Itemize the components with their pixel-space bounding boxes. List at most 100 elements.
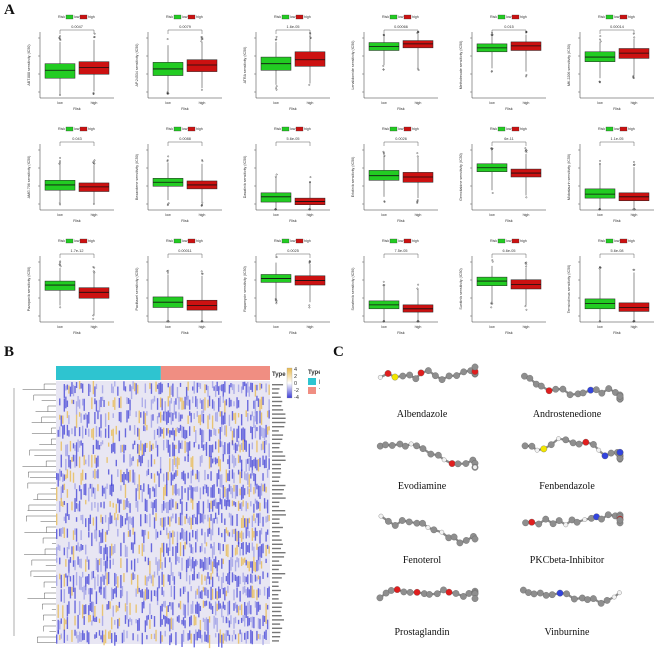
heatmap-cell (258, 502, 259, 509)
legend-title: Risk (274, 239, 281, 243)
heatmap-cell (166, 543, 167, 553)
heatmap-cell (168, 410, 169, 423)
heatmap-cell (151, 634, 152, 639)
heatmap-cell (148, 460, 149, 468)
heatmap-cell (239, 547, 240, 556)
heatmap-cell (220, 543, 221, 554)
heatmap-cell (154, 500, 155, 508)
heatmap-cell (105, 561, 106, 572)
heatmap-cell (126, 397, 127, 404)
heatmap-cell (91, 602, 92, 613)
heatmap-cell (201, 400, 202, 409)
heatmap-cell (175, 470, 176, 477)
heatmap-cell (93, 471, 94, 478)
x-tick-low: low (57, 213, 63, 217)
heatmap-cell (82, 384, 83, 393)
legend-swatch-high (512, 127, 519, 131)
atom (617, 393, 623, 399)
heatmap-cell (120, 485, 121, 490)
heatmap-cell (128, 501, 129, 508)
x-tick-high: high (91, 213, 98, 217)
heatmap-cell (64, 501, 65, 505)
heatmap-cell (154, 474, 155, 483)
legend-swatch-high (188, 239, 195, 243)
heatmap-cell (131, 542, 132, 549)
heatmap-cell (259, 458, 260, 467)
outlier-point (492, 261, 493, 262)
heatmap-cell (145, 499, 146, 511)
heatmap-cell (126, 558, 127, 572)
atom (473, 465, 477, 469)
heatmap-cell (198, 604, 199, 618)
heatmap-cell (230, 400, 231, 407)
heatmap-cell (123, 445, 124, 454)
heatmap-cell (233, 444, 234, 450)
heatmap-cell (226, 591, 227, 597)
heatmap-cell (142, 489, 143, 502)
heatmap-cell (212, 561, 213, 573)
heatmap-cell (80, 413, 81, 423)
heatmap-cell (224, 412, 225, 424)
atom (460, 369, 466, 375)
heatmap-cell (120, 499, 121, 503)
heatmap-cell (108, 572, 109, 584)
molecule-model (522, 512, 623, 528)
heatmap-cell (169, 531, 170, 545)
legend-title: Risk (274, 15, 281, 19)
color-scale-bar (287, 368, 292, 398)
heatmap-cell (61, 442, 62, 451)
heatmap-cell (117, 529, 118, 537)
heatmap-cell (261, 397, 262, 409)
heatmap-cell (226, 576, 227, 581)
heatmap-cell (105, 572, 106, 579)
gene-label-mark (272, 523, 279, 524)
atom (598, 516, 604, 522)
atom (548, 441, 554, 447)
outlier-point (417, 156, 418, 157)
heatmap-cell (194, 381, 195, 393)
box-low (261, 193, 291, 202)
heatmap-cell (268, 587, 269, 597)
heatmap-cell (61, 471, 62, 477)
heatmap-cell (172, 413, 173, 421)
heatmap-cell (268, 385, 269, 395)
heatmap-cell (227, 602, 228, 616)
heatmap-cell (247, 486, 248, 494)
heatmap-cell (180, 415, 181, 422)
heatmap-cell (71, 546, 72, 554)
atom (563, 591, 569, 597)
heatmap-cell (96, 471, 97, 478)
heatmap-cell (232, 529, 233, 537)
heatmap-cell (184, 441, 185, 453)
y-axis-label: Bexarotene sensitivity (IC50) (135, 154, 139, 200)
atom (418, 370, 424, 376)
heatmap-cell (181, 398, 182, 410)
heatmap-cell (175, 501, 176, 509)
heatmap-cell (249, 561, 250, 571)
heatmap-cell (184, 456, 185, 461)
heatmap-cell (244, 382, 245, 386)
heatmap-cell (116, 518, 117, 527)
heatmap-cell (198, 471, 199, 482)
heatmap-cell (246, 473, 247, 480)
heatmap-cell (80, 515, 81, 520)
heatmap-cell (100, 635, 101, 639)
heatmap-cell (77, 557, 78, 565)
atom (419, 520, 425, 526)
atom (407, 589, 413, 595)
heatmap-cell (137, 575, 138, 588)
heatmap-cell (158, 559, 159, 571)
heatmap-cell (186, 514, 187, 519)
heatmap-cell (117, 498, 118, 503)
heatmap-cell (189, 630, 190, 639)
heatmap-cell (218, 601, 219, 610)
significance-bracket (168, 254, 202, 258)
heatmap-cell (220, 427, 221, 440)
molecule-model (522, 436, 623, 462)
heatmap-cell (106, 604, 107, 610)
heatmap-cell (171, 602, 172, 609)
heatmap-cell (227, 500, 228, 506)
